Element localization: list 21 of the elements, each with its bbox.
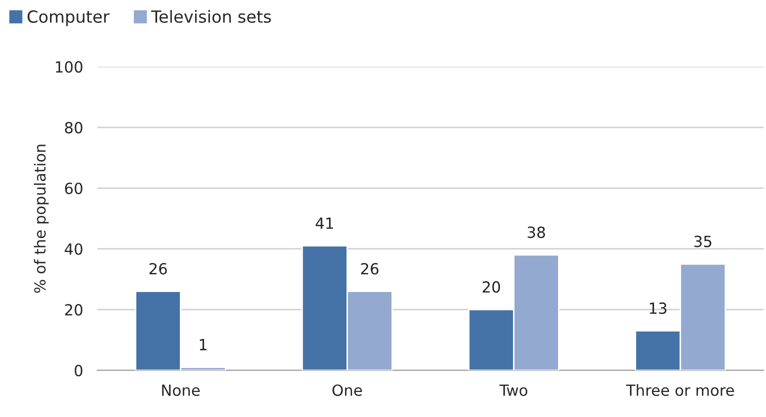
data-label: 1 <box>200 339 207 350</box>
data-label: 35 <box>694 236 712 248</box>
x-tick-label: Three or more <box>626 384 734 396</box>
x-tick-label: One <box>332 384 362 396</box>
data-label: 26 <box>361 262 378 275</box>
y-tick-label: 40 <box>64 243 82 255</box>
data-label: 26 <box>149 262 167 275</box>
data-label: 38 <box>528 226 545 238</box>
data-label: 20 <box>482 281 500 293</box>
y-tick-label: 80 <box>64 122 82 134</box>
x-tick-label: None <box>162 384 200 396</box>
legend-label: Television sets <box>151 10 271 23</box>
y-tick-label: 0 <box>74 364 82 376</box>
data-label: 13 <box>650 302 666 314</box>
legend-label: Computer <box>28 10 110 26</box>
y-tick-label: 20 <box>65 304 82 316</box>
y-tick-label: 60 <box>65 182 82 194</box>
data-label: 41 <box>316 218 334 229</box>
y-axis-title: % of the population <box>34 144 49 293</box>
y-tick-label: 100 <box>56 61 82 73</box>
x-tick-label: Two <box>499 384 528 396</box>
